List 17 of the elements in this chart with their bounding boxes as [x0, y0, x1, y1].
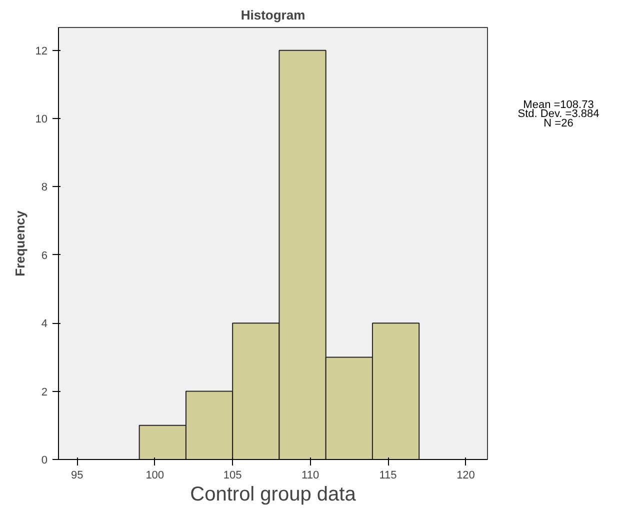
x-tick-label: 115	[379, 470, 397, 482]
x-tick-label: 105	[223, 470, 242, 482]
x-tick-label: 95	[71, 470, 84, 482]
x-axis-title: Control group data	[190, 484, 357, 506]
y-tick-label: 12	[35, 45, 48, 58]
x-tick-label: 110	[302, 470, 320, 482]
text: N =26	[544, 118, 574, 130]
chart-title: Histogram	[240, 8, 306, 22]
y-tick-label: 8	[41, 182, 48, 194]
y-tick-label: 10	[35, 114, 48, 126]
y-tick-label: 2	[41, 386, 48, 398]
y-tick-label: 4	[41, 318, 48, 330]
x-tick-label: 100	[146, 470, 164, 482]
y-axis-title: Frequency	[12, 210, 28, 276]
x-tick-label: 120	[456, 470, 475, 482]
y-tick-label: 6	[41, 250, 48, 262]
y-tick-label: 0	[41, 454, 48, 466]
